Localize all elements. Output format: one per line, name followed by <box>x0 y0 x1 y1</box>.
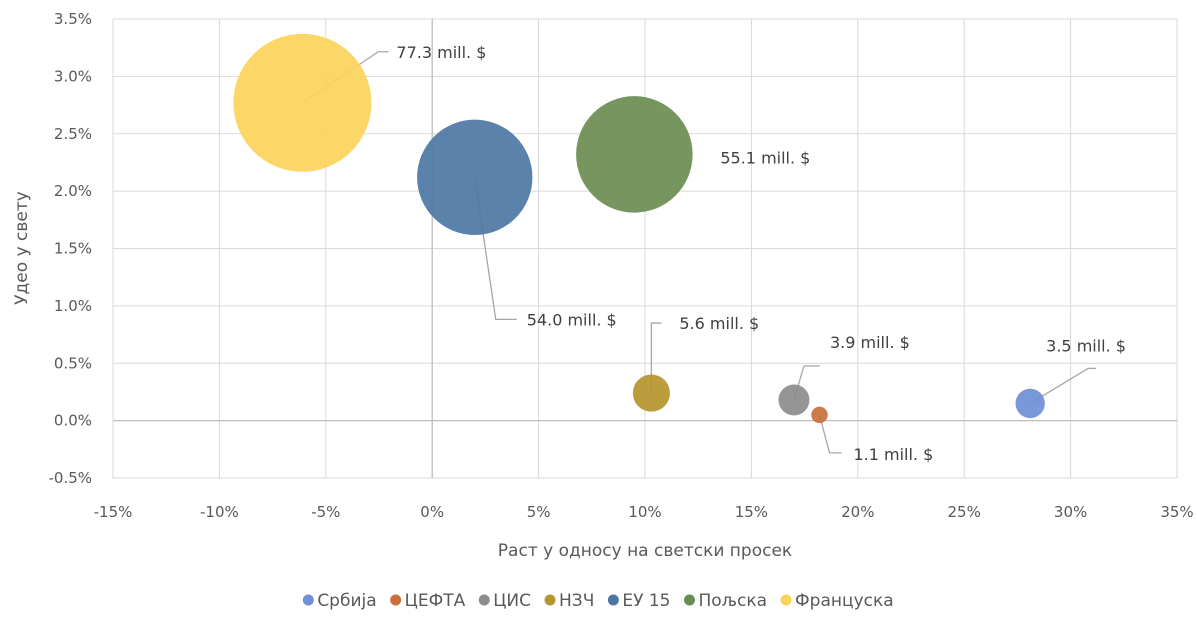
legend-label: НЗЧ <box>559 591 594 611</box>
legend-label: ЦЕФТА <box>405 591 466 611</box>
y-tick-label: 3.5% <box>54 10 92 28</box>
y-tick-label: 1.5% <box>54 240 92 258</box>
leader-lines <box>302 51 1097 454</box>
x-tick-label: 0% <box>420 503 444 521</box>
data-label: 1.1 mill. $ <box>853 445 933 464</box>
bubble-point <box>576 96 693 213</box>
legend-marker <box>607 594 619 606</box>
bubble-point <box>233 33 372 172</box>
bubble-point <box>811 406 828 424</box>
legend-marker <box>478 594 490 606</box>
data-label: 55.1 mill. $ <box>720 148 810 167</box>
x-tick-label: 20% <box>841 503 874 521</box>
legend-marker <box>684 594 696 606</box>
x-tick-label: -15% <box>94 503 133 521</box>
legend-label: Пољска <box>699 591 768 611</box>
data-label: 5.6 mill. $ <box>679 314 759 333</box>
legend-label: ЦИС <box>493 591 531 611</box>
legend: Србија ЦЕФТА ЦИС НЗЧ ЕУ 15 Пољска Француска <box>302 591 894 611</box>
bubble-point <box>778 384 810 416</box>
y-tick-label: 2.0% <box>54 182 92 200</box>
legend-marker <box>302 594 314 606</box>
x-axis-title: Раст у односу на светски просек <box>498 541 792 561</box>
data-label: 3.9 mill. $ <box>830 333 910 352</box>
legend-marker <box>544 594 556 606</box>
axes: -15% -10% -5% 0% 5% 10% 15% 20% 25% 30% 35% -0.5% 0.… <box>48 10 1193 521</box>
x-tick-label: -5% <box>311 503 340 521</box>
x-tick-label: 10% <box>628 503 661 521</box>
y-tick-label: 0.5% <box>54 354 92 372</box>
bubble-point <box>417 119 533 236</box>
y-tick-label: 0.0% <box>54 412 92 430</box>
x-tick-label: 35% <box>1160 503 1193 521</box>
legend-label: Француска <box>795 591 894 611</box>
leader-line <box>818 414 842 454</box>
x-tick-label: 15% <box>735 503 768 521</box>
data-labels: 3.5 mill. $ 1.1 mill. $ 3.9 mill. $ 5.6 mil… <box>396 43 1126 464</box>
x-tick-label: 30% <box>1054 503 1087 521</box>
x-tick-label: 5% <box>527 503 551 521</box>
y-tick-label: 2.5% <box>54 125 92 143</box>
legend-label: ЕУ 15 <box>622 591 670 611</box>
data-label: 77.3 mill. $ <box>396 43 486 62</box>
x-tick-label: 25% <box>948 503 981 521</box>
y-tick-label: -0.5% <box>48 469 92 487</box>
data-label: 3.5 mill. $ <box>1046 336 1126 355</box>
bubble-point <box>632 374 670 412</box>
x-tick-label: -10% <box>200 503 239 521</box>
legend-label: Србија <box>317 591 376 611</box>
leader-line <box>650 322 662 394</box>
y-tick-label: 1.0% <box>54 297 92 315</box>
leader-line <box>1029 367 1097 404</box>
bubbles <box>233 33 1045 424</box>
data-label: 54.0 mill. $ <box>527 310 617 329</box>
legend-marker <box>390 594 402 606</box>
y-tick-label: 3.0% <box>54 67 92 85</box>
legend-marker <box>780 594 792 606</box>
y-axis-title: Удео у свету <box>12 191 32 305</box>
bubble-point <box>1015 388 1045 419</box>
